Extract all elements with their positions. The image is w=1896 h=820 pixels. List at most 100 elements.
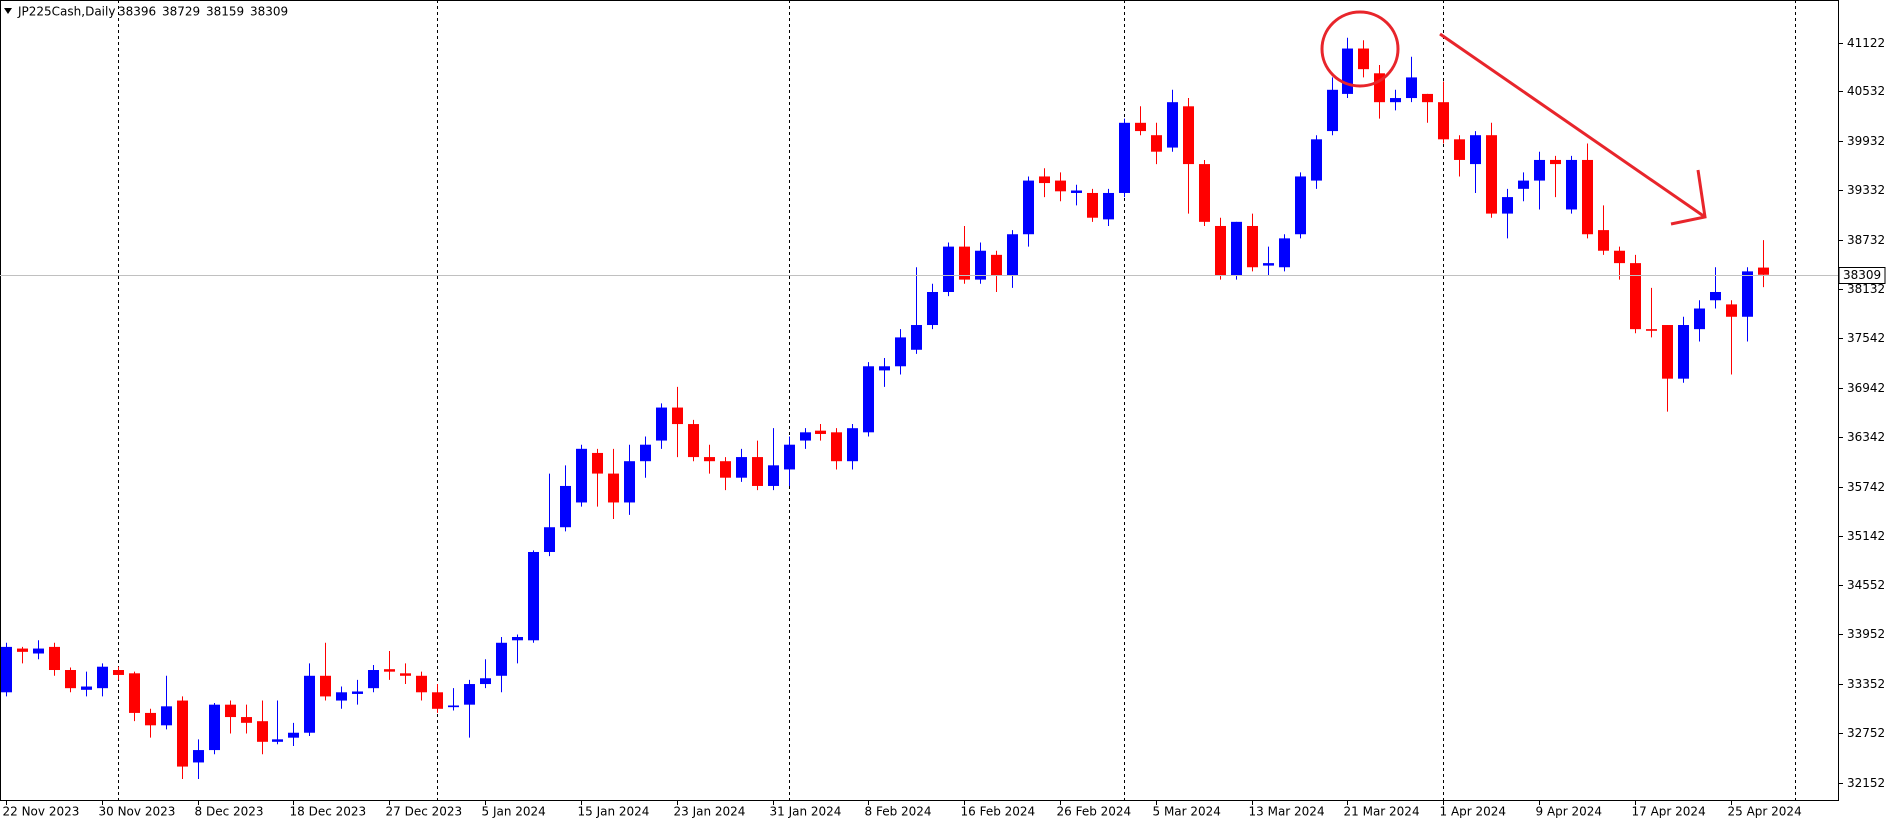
candle-body [1662, 325, 1673, 379]
plot-frame [0, 0, 1839, 801]
candle-body [1135, 122, 1146, 132]
x-tick-label: 8 Feb 2024 [865, 805, 932, 819]
candle-body [784, 444, 795, 470]
candle-body [1630, 263, 1641, 330]
x-tick-label: 30 Nov 2023 [99, 805, 176, 819]
candle-body [1438, 102, 1449, 140]
candle-body [209, 704, 220, 751]
candle-body [1087, 192, 1098, 218]
x-tick-label: 9 Apr 2024 [1536, 805, 1603, 819]
candle-body [177, 700, 188, 767]
candle-body [1390, 98, 1401, 103]
candle-body [1374, 73, 1385, 103]
x-tick-label: 15 Jan 2024 [578, 805, 650, 819]
candle-body [17, 648, 28, 652]
candle-body [1007, 234, 1018, 276]
chart-title: JP225Cash,Daily [17, 5, 115, 19]
y-tick-label: 35742 [1847, 480, 1885, 494]
trend-arrow [1439, 32, 1706, 219]
candle-body [1422, 93, 1433, 103]
candle-body [1582, 159, 1593, 235]
candle-body [863, 366, 874, 433]
x-tick-label: 25 Apr 2024 [1728, 805, 1802, 819]
candle-body [1167, 102, 1178, 148]
y-tick-label: 39932 [1847, 134, 1885, 148]
candle-body [1119, 122, 1130, 193]
candle-body [911, 325, 922, 350]
candle-body [384, 669, 395, 672]
candle-body [65, 670, 76, 689]
ohlc-high: 38729 [162, 5, 200, 19]
candle-body [1566, 159, 1577, 210]
x-tick-label: 22 Nov 2023 [3, 805, 80, 819]
candle-body [1039, 176, 1050, 184]
candle-body [1151, 135, 1162, 152]
candle-body [560, 485, 571, 528]
candle-body [1614, 250, 1625, 264]
candle-body [1454, 139, 1465, 160]
candle-body [113, 670, 124, 675]
candle-body [241, 717, 252, 723]
candle-body [1023, 180, 1034, 235]
x-tick-label: 16 Feb 2024 [961, 805, 1036, 819]
y-tick-label: 33952 [1847, 627, 1885, 641]
candles [1, 37, 1769, 779]
x-tick-label: 5 Mar 2024 [1153, 805, 1221, 819]
candle-body [544, 527, 555, 552]
candle-body [1183, 106, 1194, 165]
candle-body [49, 646, 60, 671]
candle-body [959, 246, 970, 280]
x-tick-label: 26 Feb 2024 [1057, 805, 1132, 819]
candle-body [1678, 325, 1689, 379]
candle-body [927, 292, 938, 326]
candle-body [624, 461, 635, 503]
candle-body [1231, 221, 1242, 276]
x-tick-label: 5 Jan 2024 [482, 805, 546, 819]
candle-body [1710, 292, 1721, 301]
candle-body [688, 424, 699, 458]
candle-body [336, 692, 347, 701]
menu-triangle[interactable] [4, 8, 12, 14]
candle-body [640, 444, 651, 462]
candle-body [432, 692, 443, 709]
candle-body [129, 673, 140, 713]
candle-body [1199, 164, 1210, 222]
candle-body [145, 712, 156, 726]
candle-body [1263, 263, 1274, 266]
price-label: 38309 [1843, 268, 1881, 282]
candle-body [736, 457, 747, 478]
y-tick-label: 34552 [1847, 578, 1885, 592]
candle-body [1758, 267, 1769, 275]
candle-body [1358, 48, 1369, 70]
candle-body [815, 430, 826, 434]
x-tick-label: 31 Jan 2024 [770, 805, 842, 819]
candle-body [97, 666, 108, 689]
candle-body [1550, 159, 1561, 165]
candle-body [1406, 77, 1417, 99]
candle-body [879, 366, 890, 371]
price-box [1838, 267, 1886, 284]
candle-body [895, 337, 906, 367]
candle-body [1342, 48, 1353, 94]
ohlc-open: 38396 [118, 5, 156, 19]
y-tick-label: 32752 [1847, 726, 1885, 740]
candle-body [288, 732, 299, 738]
candle-body [1279, 238, 1290, 268]
y-tick-label: 38732 [1847, 233, 1885, 247]
x-tick-label: 23 Jan 2024 [674, 805, 746, 819]
y-tick-label: 35142 [1847, 529, 1885, 543]
x-tick-label: 17 Apr 2024 [1632, 805, 1706, 819]
candle-body [1486, 135, 1497, 214]
candle-body [225, 704, 236, 718]
candle-body [496, 642, 507, 676]
candle-body [352, 691, 363, 694]
candle-body [1215, 225, 1226, 276]
candle-body [1295, 176, 1306, 235]
candle-body [320, 675, 331, 697]
candle-body [608, 473, 619, 503]
x-tick-label: 27 Dec 2023 [386, 805, 463, 819]
ohlc-low: 38159 [206, 5, 244, 19]
y-tick-label: 38132 [1847, 282, 1885, 296]
candle-body [1502, 197, 1513, 214]
